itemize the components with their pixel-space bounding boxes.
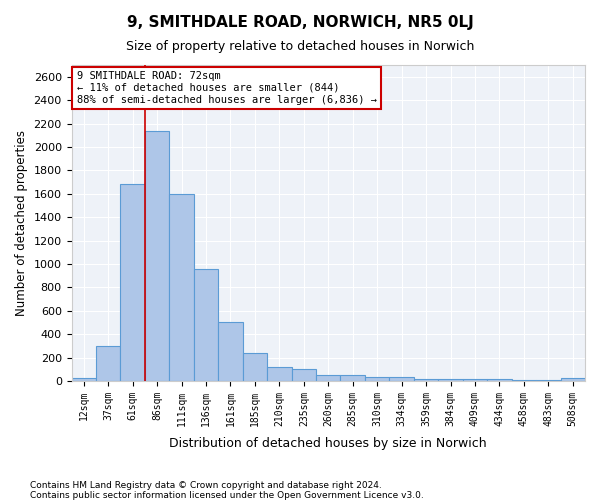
- Bar: [169, 194, 194, 381]
- Bar: [536, 380, 560, 381]
- Bar: [463, 379, 487, 381]
- Text: 9, SMITHDALE ROAD, NORWICH, NR5 0LJ: 9, SMITHDALE ROAD, NORWICH, NR5 0LJ: [127, 15, 473, 30]
- Bar: [292, 369, 316, 381]
- Text: Size of property relative to detached houses in Norwich: Size of property relative to detached ho…: [126, 40, 474, 53]
- Text: Contains public sector information licensed under the Open Government Licence v3: Contains public sector information licen…: [30, 491, 424, 500]
- Bar: [560, 378, 585, 381]
- Bar: [365, 378, 389, 381]
- Bar: [96, 346, 121, 381]
- Bar: [487, 378, 512, 381]
- Bar: [218, 322, 242, 381]
- Text: 9 SMITHDALE ROAD: 72sqm
← 11% of detached houses are smaller (844)
88% of semi-d: 9 SMITHDALE ROAD: 72sqm ← 11% of detache…: [77, 72, 377, 104]
- Bar: [242, 354, 267, 381]
- Bar: [340, 375, 365, 381]
- Bar: [414, 378, 438, 381]
- Bar: [267, 367, 292, 381]
- X-axis label: Distribution of detached houses by size in Norwich: Distribution of detached houses by size …: [169, 437, 487, 450]
- Bar: [316, 375, 340, 381]
- Text: Contains HM Land Registry data © Crown copyright and database right 2024.: Contains HM Land Registry data © Crown c…: [30, 481, 382, 490]
- Bar: [389, 377, 414, 381]
- Bar: [71, 378, 96, 381]
- Bar: [145, 130, 169, 381]
- Bar: [194, 268, 218, 381]
- Y-axis label: Number of detached properties: Number of detached properties: [15, 130, 28, 316]
- Bar: [121, 184, 145, 381]
- Bar: [512, 380, 536, 381]
- Bar: [438, 378, 463, 381]
